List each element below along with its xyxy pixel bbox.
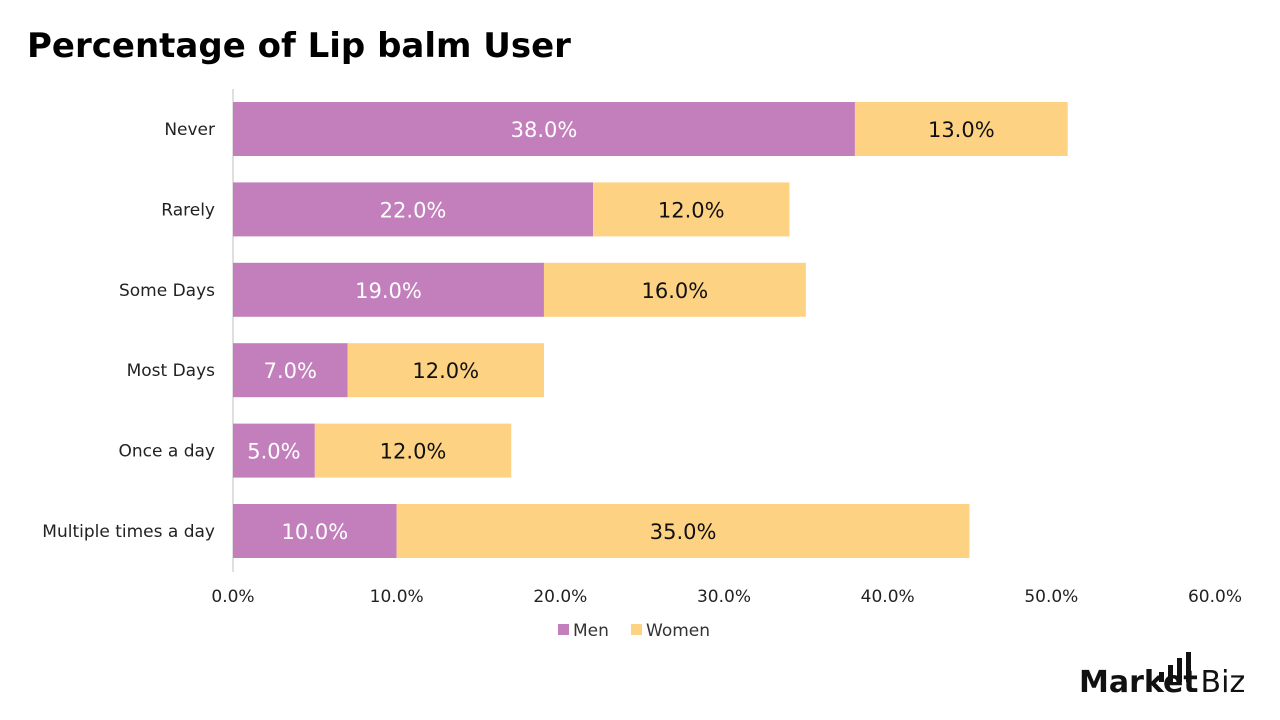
x-tick-label: 60.0% bbox=[1188, 587, 1242, 607]
x-tick-label: 40.0% bbox=[861, 587, 915, 607]
data-label-men: 7.0% bbox=[264, 359, 317, 383]
x-tick-label: 0.0% bbox=[211, 587, 254, 607]
bar-men bbox=[233, 102, 855, 156]
bar-men bbox=[233, 182, 594, 237]
data-label-women: 12.0% bbox=[658, 198, 725, 222]
legend-swatch-men bbox=[558, 624, 569, 635]
bar-women bbox=[396, 504, 970, 558]
bar-men bbox=[233, 262, 544, 317]
brand-logo: Market .Biz bbox=[1079, 652, 1245, 700]
brand-name: Market bbox=[1079, 665, 1198, 700]
category-label: Some Days bbox=[119, 281, 215, 301]
legend-label-women: Women bbox=[646, 621, 710, 641]
x-tick-label: 30.0% bbox=[697, 587, 751, 607]
bar-women bbox=[854, 102, 1068, 156]
legend-label-men: Men bbox=[573, 621, 609, 641]
bar-men bbox=[233, 504, 397, 558]
bar-signal-icon bbox=[1159, 652, 1191, 682]
x-tick-label: 20.0% bbox=[533, 587, 587, 607]
bar-men bbox=[233, 343, 348, 398]
category-label: Rarely bbox=[161, 200, 215, 220]
category-label: Most Days bbox=[127, 361, 216, 381]
data-label-men: 19.0% bbox=[355, 279, 422, 303]
category-label: Once a day bbox=[119, 442, 215, 462]
legend-swatch-women bbox=[631, 624, 642, 635]
data-label-men: 10.0% bbox=[281, 520, 348, 544]
bar-women bbox=[314, 423, 512, 478]
category-label: Multiple times a day bbox=[42, 522, 215, 542]
chart-title: Percentage of Lip balm User bbox=[27, 26, 571, 66]
data-label-men: 5.0% bbox=[247, 440, 300, 464]
bar-women bbox=[593, 182, 790, 237]
category-label: Never bbox=[164, 120, 215, 140]
data-label-men: 22.0% bbox=[380, 198, 447, 222]
data-label-men: 38.0% bbox=[511, 118, 578, 142]
bar-men bbox=[233, 423, 315, 478]
x-tick-label: 10.0% bbox=[370, 587, 424, 607]
data-label-women: 16.0% bbox=[642, 279, 709, 303]
bar-women bbox=[347, 343, 544, 398]
x-tick-label: 50.0% bbox=[1024, 587, 1078, 607]
data-label-women: 12.0% bbox=[412, 359, 479, 383]
bar-women bbox=[543, 262, 806, 317]
data-label-women: 13.0% bbox=[928, 118, 995, 142]
data-label-women: 12.0% bbox=[380, 440, 447, 464]
brand-suffix: .Biz bbox=[1191, 665, 1245, 700]
data-label-women: 35.0% bbox=[650, 520, 717, 544]
